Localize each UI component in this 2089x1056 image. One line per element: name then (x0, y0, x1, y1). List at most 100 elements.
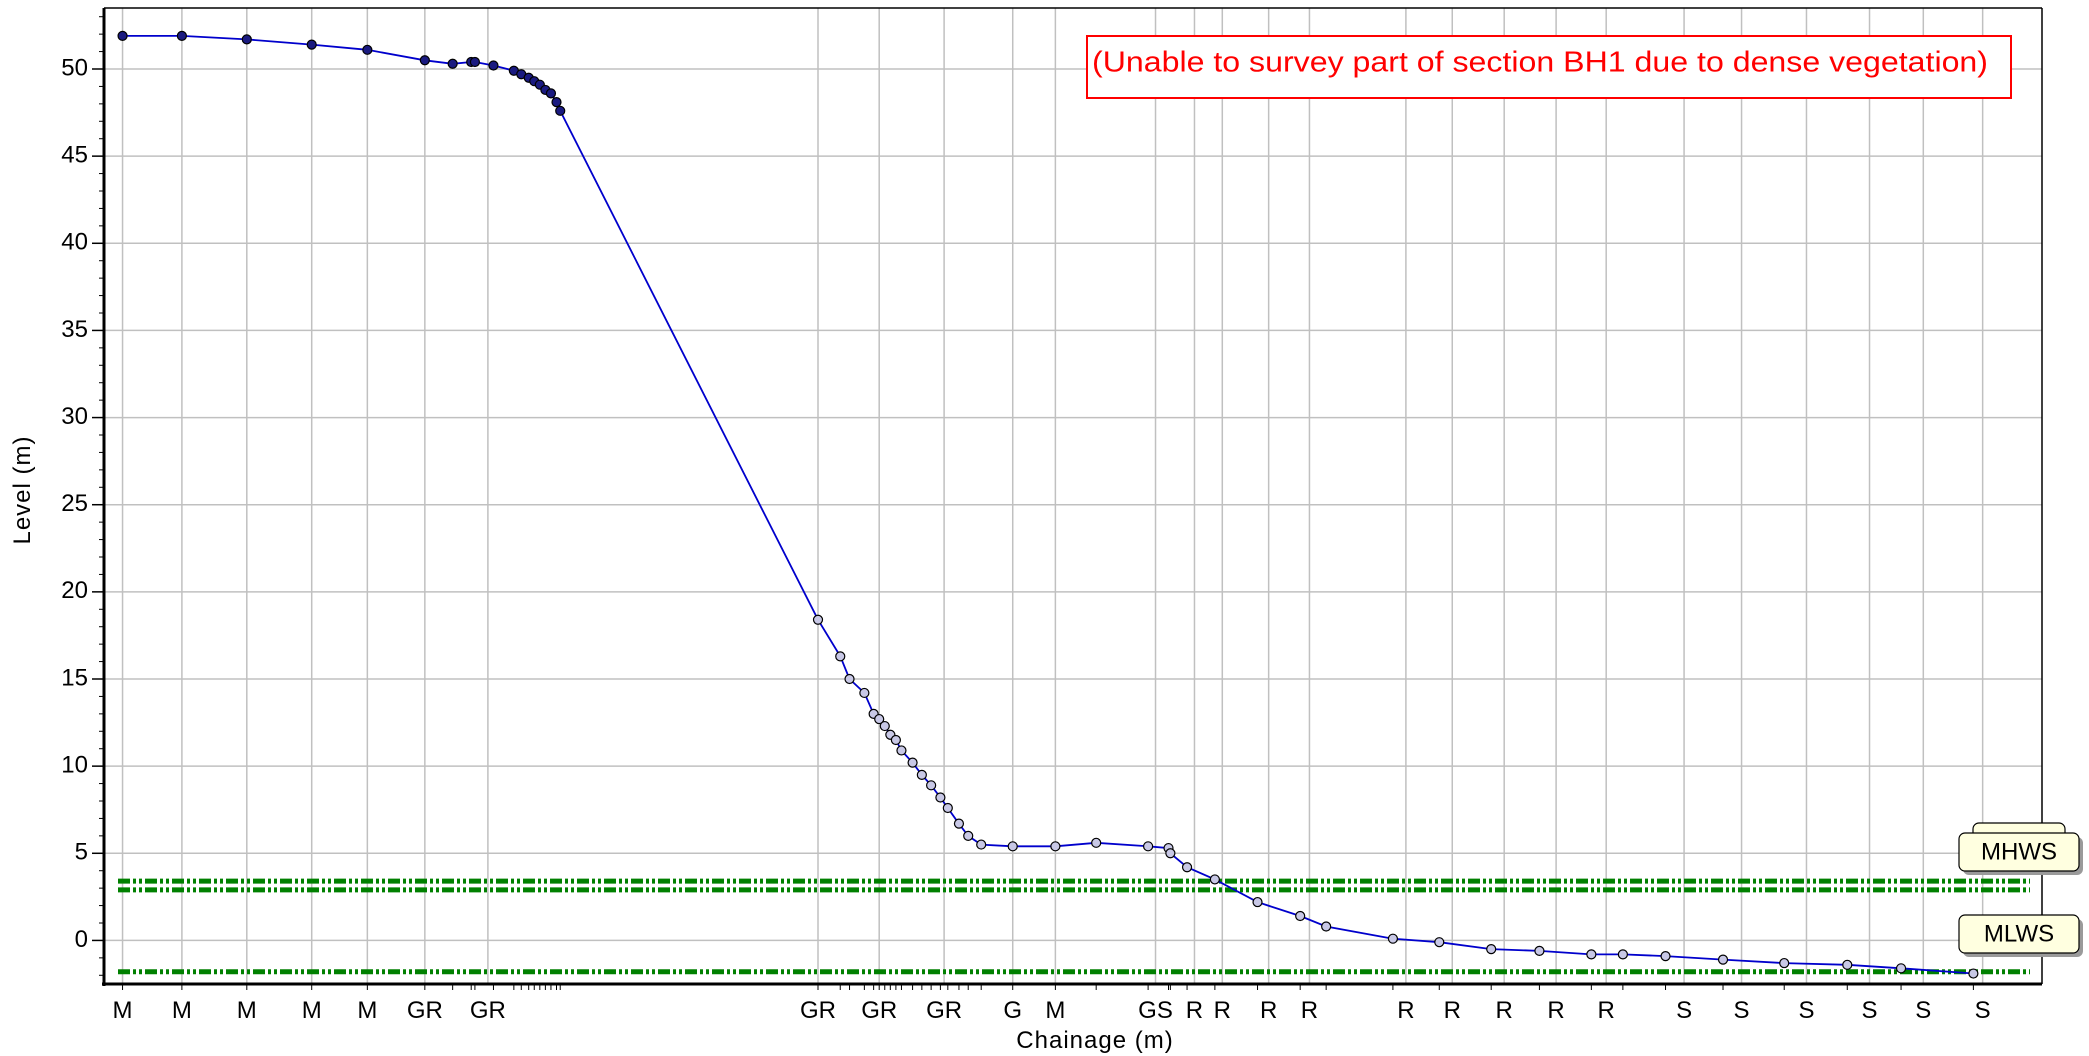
y-tick-label: 45 (61, 141, 88, 168)
x-category-label: M (357, 997, 377, 1024)
profile-point (916, 769, 927, 780)
profile-point (1717, 954, 1729, 965)
profile-point (555, 105, 566, 116)
x-category-label: R (1547, 997, 1564, 1024)
profile-point (1617, 949, 1628, 960)
x-category-label: GR (470, 997, 506, 1024)
x-category-label: R (1397, 997, 1414, 1024)
profile-point (306, 39, 317, 50)
profile-point (963, 830, 974, 841)
profile-point (812, 614, 824, 625)
profile-point (1434, 937, 1445, 948)
profile-point (241, 34, 252, 45)
tide-tag-label: MHWS (1981, 838, 2057, 865)
profile-point (1842, 959, 1853, 970)
y-axis-title: Level (m) (9, 435, 36, 544)
tide-tag: MLWS (1958, 914, 2083, 957)
profile-point (907, 757, 918, 768)
profile-point (447, 58, 458, 69)
profile-point (1181, 862, 1193, 873)
profile-point (488, 60, 499, 71)
tide-reference-lines (118, 878, 2030, 975)
x-category-label: S (1915, 997, 1931, 1024)
profile-point (844, 673, 855, 685)
x-category-label: R (1496, 997, 1513, 1024)
profile-point (874, 713, 885, 725)
y-tick-label: 0 (75, 926, 88, 953)
x-category-label: GR (800, 997, 836, 1024)
x-category-label: S (1734, 997, 1750, 1024)
profile-point (176, 30, 187, 41)
grid-lines (104, 8, 2042, 984)
annotation-box: (Unable to survey part of section BH1 du… (1086, 35, 2012, 99)
profile-point (1895, 963, 1907, 974)
reference-line-tags: MHWS MLWS (1958, 822, 2083, 957)
y-tick-label: 10 (61, 751, 88, 778)
profile-point (1209, 874, 1220, 885)
y-tick-label: 35 (61, 316, 88, 343)
x-category-label: S (1798, 997, 1814, 1024)
x-category-label: G (1003, 997, 1022, 1024)
profile-point (1534, 945, 1545, 956)
profile-point (1586, 949, 1597, 960)
profile-point (926, 780, 937, 791)
y-tick-label: 15 (61, 664, 88, 691)
profile-point (935, 792, 946, 803)
x-category-label: R (1260, 997, 1277, 1024)
profile-point (1387, 933, 1399, 944)
profile-point (1968, 968, 1979, 979)
profile-point (1295, 910, 1306, 922)
profile-point (362, 44, 373, 55)
profile-point (953, 818, 965, 829)
profile-point (1252, 896, 1263, 908)
x-category-label: R (1214, 997, 1231, 1024)
profile-point (1165, 848, 1176, 859)
x-category-label: S (1676, 997, 1692, 1024)
profile-point (419, 55, 430, 66)
profile-point (1007, 841, 1018, 852)
x-category-label: GR (407, 997, 443, 1024)
profile-point (117, 30, 128, 41)
y-tick-label: 50 (61, 54, 88, 81)
profile-point (942, 802, 953, 814)
x-category-label: S (1862, 997, 1878, 1024)
x-category-label: R (1444, 997, 1461, 1024)
x-axis-title: Chainage (m) (1016, 1027, 1173, 1054)
profile-point (1050, 841, 1061, 852)
x-category-label: R (1598, 997, 1615, 1024)
profile-point (890, 734, 901, 746)
y-tick-label: 25 (61, 490, 88, 517)
y-tick-label: 30 (61, 403, 88, 430)
y-tick-label: 20 (61, 577, 88, 604)
profile-series (117, 30, 1979, 979)
profile-point (545, 88, 557, 99)
y-tick-label: 40 (61, 229, 88, 256)
x-axis: M M M M M GR GR GR GR GR G M GS R R R R R R R R R S S S S S S (113, 984, 1991, 1024)
profile-point (835, 651, 846, 662)
profile-point (551, 97, 562, 108)
x-category-label: GS (1138, 997, 1173, 1024)
y-axis: 0 5 10 15 20 25 30 35 40 45 50 (61, 16, 104, 976)
profile-point (469, 56, 481, 68)
profile-point (1321, 921, 1332, 932)
profile-point (1143, 841, 1154, 852)
profile-point (859, 687, 870, 699)
x-category-label: GR (926, 997, 962, 1024)
profile-point (896, 745, 907, 756)
profile-point (1660, 951, 1671, 962)
tide-tag-label: MLWS (1984, 920, 2054, 947)
x-category-label: M (237, 997, 257, 1024)
y-tick-label: 5 (75, 839, 88, 866)
x-category-label: GR (861, 997, 897, 1024)
x-category-label: R (1301, 997, 1318, 1024)
tide-tag: MHWS (1958, 822, 2083, 875)
x-category-label: M (302, 997, 322, 1024)
profile-point (1486, 944, 1497, 955)
profile-point (1779, 957, 1790, 969)
profile-point (879, 720, 890, 732)
x-category-label: M (113, 997, 133, 1024)
profile-point (1091, 837, 1102, 848)
profile-point (976, 839, 987, 850)
x-category-label: S (1975, 997, 1991, 1024)
